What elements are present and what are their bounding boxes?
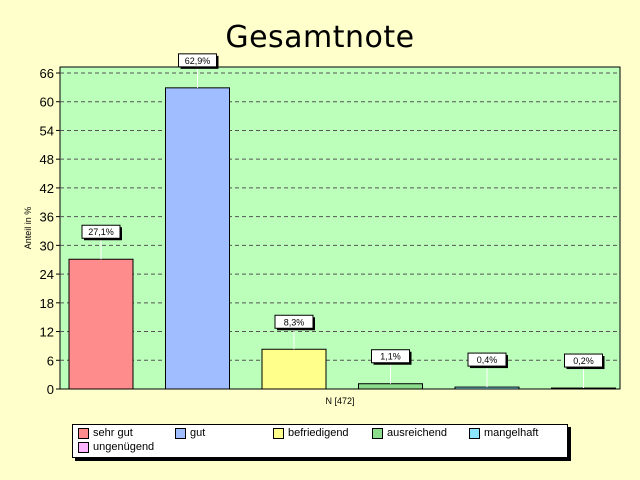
- data-label: 1,1%: [380, 352, 401, 362]
- legend-item-ausreichend: ausreichend: [372, 426, 447, 440]
- plot-area: [59, 66, 621, 390]
- legend-item-sehr-gut: sehr gut: [78, 426, 133, 440]
- data-label-box: [81, 224, 121, 239]
- bar-chart: 0 6 12 18 24 30 36 42 48 54 60 66 27,1% 62,9% 8,3% 1,1…: [23, 53, 621, 406]
- data-label: 8,3%: [284, 317, 305, 327]
- y-axis-label: Anteil in %: [23, 207, 33, 250]
- legend-label: gut: [190, 427, 206, 439]
- legend-label: ungenügend: [93, 441, 155, 453]
- data-label-box: [274, 314, 314, 329]
- y-tick-label: 42: [40, 181, 54, 196]
- bar-sehr-gut: [68, 258, 134, 390]
- bar-gut: [165, 87, 230, 390]
- data-label: 27,1%: [88, 227, 114, 237]
- y-tick-label: 36: [40, 210, 54, 225]
- legend-swatch: [78, 441, 89, 453]
- y-tick-label: 60: [40, 95, 54, 110]
- y-tick-label: 6: [47, 353, 54, 368]
- bar-mangelhaft: [454, 386, 520, 390]
- legend-swatch: [372, 427, 383, 439]
- y-tick-label: 12: [40, 325, 54, 340]
- y-axis: 0 6 12 18 24 30 36 42 48 54 60 66: [40, 66, 60, 397]
- data-label-box: [467, 352, 507, 367]
- data-label: 62,9%: [185, 56, 211, 66]
- x-axis-label: N [472]: [325, 396, 354, 406]
- legend-item-ungenügend: ungenügend: [78, 440, 154, 454]
- legend-label: sehr gut: [93, 427, 133, 439]
- y-tick-label: 48: [40, 152, 54, 167]
- y-tick-label: 54: [40, 123, 54, 138]
- y-tick-label: 30: [40, 238, 54, 253]
- bar-ungenügend: [551, 387, 616, 390]
- chart-title: Gesamtnote: [225, 20, 415, 55]
- gridlines: [60, 72, 620, 361]
- legend-item-gut: gut: [175, 426, 205, 440]
- y-tick-label: 18: [40, 296, 54, 311]
- legend-swatch: [273, 427, 284, 439]
- data-label-box: [371, 349, 410, 364]
- bars: [68, 87, 616, 390]
- bar-befriedigend: [261, 348, 327, 390]
- y-tick-label: 66: [40, 66, 54, 81]
- legend-label: ausreichend: [387, 427, 447, 439]
- legend-label: befriedigend: [288, 427, 349, 439]
- data-labels: 27,1% 62,9% 8,3% 1,1% 0,4% 0,2%: [81, 53, 605, 389]
- legend: sehr gut gut befriedigend ausreichend mangel…: [72, 424, 568, 458]
- data-label-box: [564, 353, 603, 368]
- bar-ausreichend: [358, 383, 423, 390]
- legend-label: mangelhaft: [484, 427, 539, 439]
- y-tick-label: 24: [40, 267, 54, 282]
- y-tick-label: 0: [47, 382, 54, 397]
- data-label: 0,4%: [477, 355, 498, 365]
- legend-swatch: [469, 427, 480, 439]
- legend-swatch: [175, 427, 186, 439]
- data-label-box: [178, 53, 217, 68]
- legend-item-befriedigend: befriedigend: [273, 426, 349, 440]
- legend-item-mangelhaft: mangelhaft: [469, 426, 538, 440]
- legend-swatch: [78, 427, 89, 439]
- data-label: 0,2%: [573, 356, 594, 366]
